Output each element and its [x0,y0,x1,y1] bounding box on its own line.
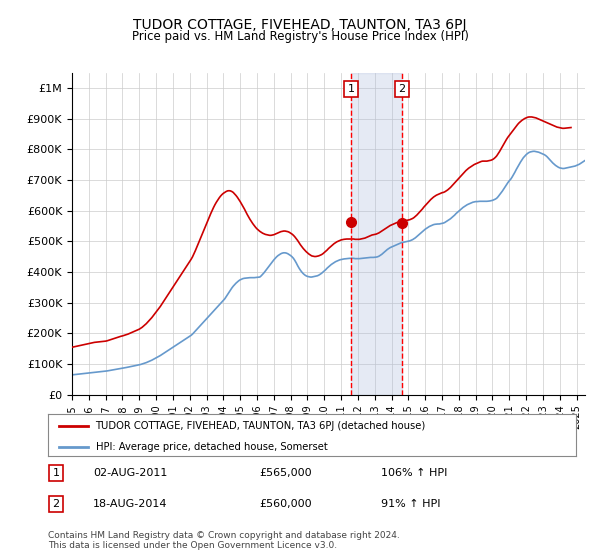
Text: 02-AUG-2011: 02-AUG-2011 [93,468,167,478]
Text: Price paid vs. HM Land Registry's House Price Index (HPI): Price paid vs. HM Land Registry's House … [131,30,469,43]
Text: 106% ↑ HPI: 106% ↑ HPI [380,468,447,478]
Text: TUDOR COTTAGE, FIVEHEAD, TAUNTON, TA3 6PJ (detached house): TUDOR COTTAGE, FIVEHEAD, TAUNTON, TA3 6P… [95,421,426,431]
Text: 2: 2 [398,84,406,94]
Text: TUDOR COTTAGE, FIVEHEAD, TAUNTON, TA3 6PJ: TUDOR COTTAGE, FIVEHEAD, TAUNTON, TA3 6P… [133,18,467,32]
Bar [351,73,402,395]
Text: Contains HM Land Registry data © Crown copyright and database right 2024.
This d: Contains HM Land Registry data © Crown c… [48,531,400,550]
Text: 2: 2 [52,500,59,509]
Text: 18-AUG-2014: 18-AUG-2014 [93,500,167,509]
Text: 1: 1 [347,84,355,94]
Text: £565,000: £565,000 [259,468,312,478]
Text: 91% ↑ HPI: 91% ↑ HPI [380,500,440,509]
Text: HPI: Average price, detached house, Somerset: HPI: Average price, detached house, Some… [95,442,327,452]
Text: 1: 1 [52,468,59,478]
Text: £560,000: £560,000 [259,500,312,509]
